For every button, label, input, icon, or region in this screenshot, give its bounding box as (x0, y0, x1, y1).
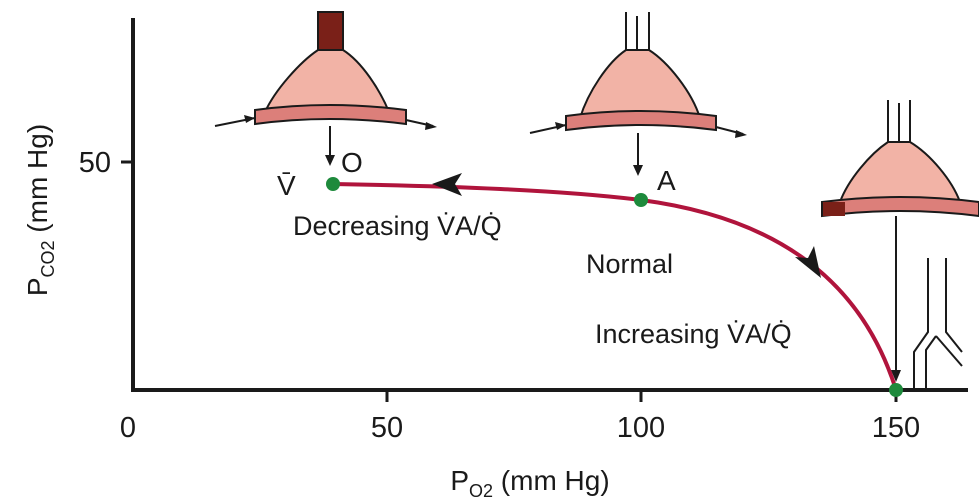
point-o (326, 177, 340, 191)
x-tick-label-100: 100 (617, 412, 665, 444)
alveolus-normal-icon (529, 12, 747, 176)
curve-arrow-left (432, 173, 462, 196)
label-increasing: Increasing V̇A/Q̇ (595, 319, 792, 349)
x-tick-label-150: 150 (872, 412, 920, 444)
y-tick-label-50: 50 (79, 147, 111, 179)
y-axis-label: PCO2 (mm Hg) (22, 124, 58, 296)
point-increasing (889, 383, 903, 397)
point-label-a: A (657, 165, 676, 196)
label-normal: Normal (586, 249, 673, 279)
curve-arrow-right (795, 246, 821, 278)
point-label-o: O (341, 147, 363, 178)
x-tick-label-0: 0 (120, 412, 136, 444)
point-a (634, 193, 648, 207)
alveolus-dead-space-icon (821, 100, 979, 382)
airway-branch-icon (913, 258, 963, 392)
x-tick-label-50: 50 (371, 412, 403, 444)
point-label-v-bar: V̄ (277, 170, 296, 201)
x-axis-label: PO2 (mm Hg) (450, 465, 609, 501)
label-decreasing: Decreasing V̇A/Q̇ (293, 211, 502, 241)
alveolus-blocked-icon (214, 11, 437, 166)
